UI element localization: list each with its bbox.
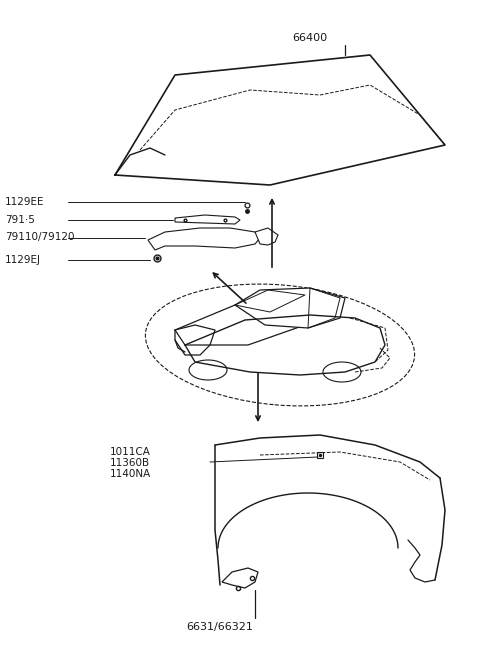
Polygon shape (222, 568, 258, 588)
Text: 1129EE: 1129EE (5, 197, 45, 207)
Polygon shape (175, 305, 305, 345)
Polygon shape (235, 288, 345, 328)
Polygon shape (175, 215, 240, 224)
Text: 1140NA: 1140NA (110, 469, 151, 479)
Text: 6631/66321: 6631/66321 (187, 622, 253, 632)
Text: 66400: 66400 (292, 33, 327, 43)
Text: 11360B: 11360B (110, 458, 150, 468)
Text: 1011CA: 1011CA (110, 447, 151, 457)
Text: 1129EJ: 1129EJ (5, 255, 41, 265)
Polygon shape (148, 228, 260, 250)
Polygon shape (255, 228, 278, 245)
Text: 791·5: 791·5 (5, 215, 35, 225)
Text: 79110/79120: 79110/79120 (5, 232, 74, 242)
